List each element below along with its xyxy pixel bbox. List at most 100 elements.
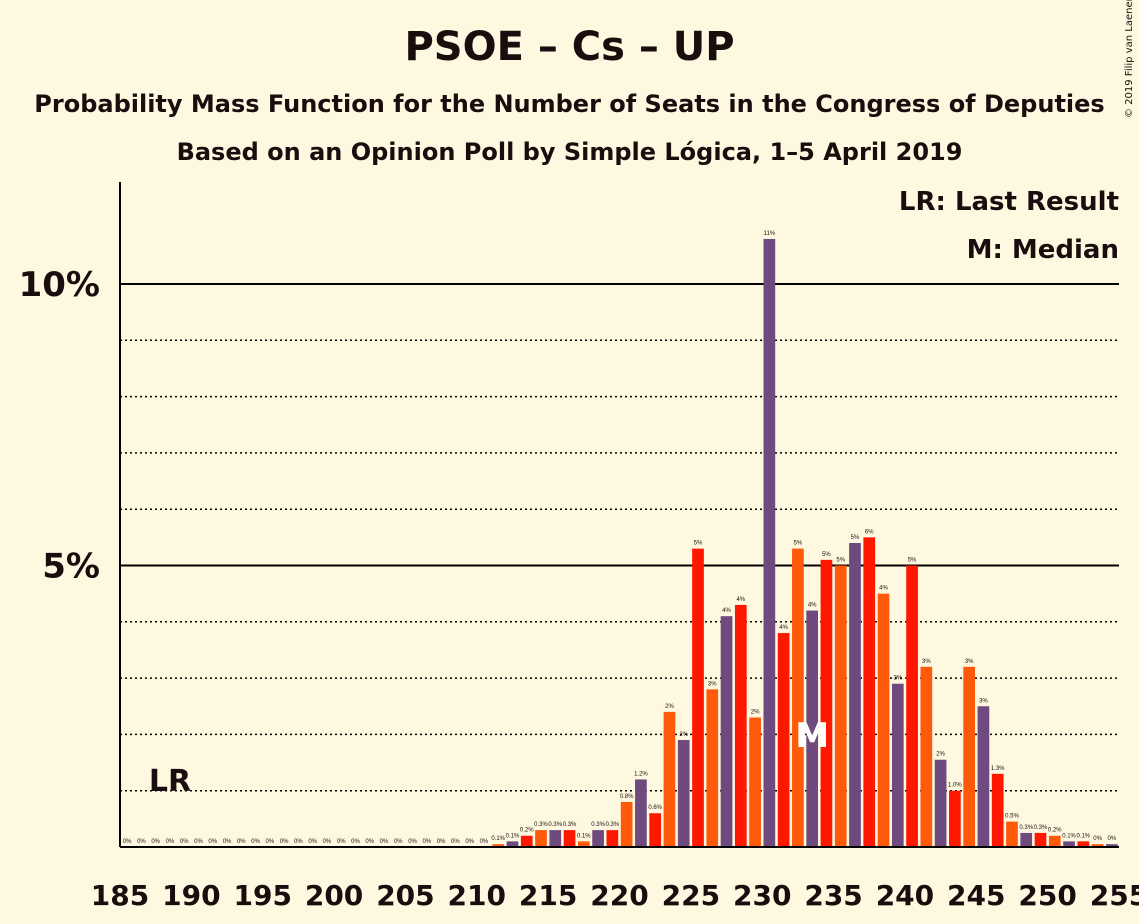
bar-216	[563, 830, 576, 847]
bar-label-221: 1.2%	[634, 771, 648, 777]
bar-label-211: 0.1%	[491, 836, 505, 842]
bar-label-235: 5%	[836, 558, 845, 564]
bar-label-229: 2%	[751, 710, 760, 716]
bar-238	[877, 593, 890, 847]
bar-label-224: 2%	[679, 732, 688, 738]
bar-222	[649, 813, 662, 847]
bar-label-185: 0%	[123, 839, 132, 845]
x-tick-label: 255	[1090, 879, 1139, 912]
bar-231	[777, 633, 790, 847]
bar-label-237: 6%	[865, 529, 874, 535]
bar-label-188: 0%	[166, 839, 175, 845]
x-tick-label: 200	[305, 879, 363, 912]
bar-label-197: 0%	[294, 839, 303, 845]
bar-label-195: 0%	[266, 839, 275, 845]
bar-label-236: 5%	[851, 535, 860, 541]
x-tick-label: 220	[590, 879, 648, 912]
bar-label-228: 4%	[736, 597, 745, 603]
bar-label-213: 0.2%	[520, 828, 534, 834]
bar-label-193: 0%	[237, 839, 246, 845]
x-tick-label: 205	[376, 879, 434, 912]
gridlines	[120, 283, 1119, 792]
bar-223	[663, 711, 676, 847]
bar-label-241: 3%	[922, 659, 931, 665]
axes	[119, 182, 1119, 848]
bar-224	[677, 740, 690, 847]
tick-labels: 185 190 195 200 205 210 215 220 225 230 235 240 245 2…	[19, 265, 1139, 912]
bar-label-201: 0%	[351, 839, 360, 845]
bar-234	[820, 559, 833, 847]
bar-label-215: 0.3%	[548, 822, 562, 828]
bar-label-219: 0.3%	[606, 822, 620, 828]
bar-label-192: 0%	[223, 839, 232, 845]
bar-252	[1077, 841, 1090, 847]
bar-label-244: 3%	[965, 659, 974, 665]
bar-213	[520, 835, 533, 847]
bar-label-245: 3%	[979, 698, 988, 704]
bar-243	[949, 790, 961, 847]
bar-label-225: 5%	[694, 541, 703, 547]
bar-label-223: 2%	[665, 704, 674, 710]
bar-225	[692, 548, 704, 847]
bar-label-198: 0%	[308, 839, 317, 845]
bar-label-252: 0.1%	[1076, 833, 1090, 839]
bar-label-205: 0%	[408, 839, 417, 845]
bar-label-249: 0.3%	[1034, 825, 1048, 831]
bar-244	[963, 666, 976, 847]
bar-label-220: 0.8%	[620, 794, 634, 800]
bar-212	[506, 841, 519, 847]
bar-label-202: 0%	[365, 839, 374, 845]
bar-label-199: 0%	[323, 839, 332, 845]
x-tick-label: 210	[448, 879, 506, 912]
bar-label-232: 5%	[794, 541, 803, 547]
bar-label-200: 0%	[337, 839, 346, 845]
bar-239	[891, 683, 904, 847]
bar-label-214: 0.3%	[534, 822, 548, 828]
bar-label-204: 0%	[394, 839, 403, 845]
bar-254	[1106, 844, 1118, 847]
bar-247	[1006, 821, 1018, 847]
bar-label-240: 5%	[908, 558, 917, 564]
bar-214	[535, 830, 547, 847]
bar-label-208: 0%	[451, 839, 460, 845]
x-tick-label: 230	[733, 879, 791, 912]
bar-219	[606, 830, 619, 847]
bar-label-194: 0%	[251, 839, 260, 845]
bar-250	[1048, 835, 1061, 847]
bar-label-209: 0%	[465, 839, 474, 845]
bar-label-233: 4%	[808, 603, 817, 609]
bar-label-250: 0.2%	[1048, 828, 1062, 834]
bar-label-196: 0%	[280, 839, 289, 845]
bar-label-248: 0.3%	[1019, 825, 1033, 831]
bar-235	[834, 565, 847, 847]
bar-label-187: 0%	[151, 839, 160, 845]
bar-232	[792, 548, 804, 847]
bar-label-217: 0.1%	[577, 833, 591, 839]
bar-label-226: 3%	[708, 681, 717, 687]
bar-242	[934, 759, 947, 847]
annotations: LR M LR: Last Result M: Median	[149, 187, 1119, 799]
bar-215	[549, 830, 562, 847]
bar-251	[1063, 841, 1075, 847]
bar-236	[849, 542, 861, 847]
bar-233	[806, 610, 819, 847]
bar-label-253: 0%	[1093, 836, 1102, 842]
bar-label-190: 0%	[194, 839, 203, 845]
bar-253	[1091, 844, 1104, 847]
bar-label-222: 0.6%	[648, 805, 662, 811]
bar-label-243: 1.0%	[948, 783, 962, 789]
bar-226	[706, 689, 719, 847]
bar-label-203: 0%	[380, 839, 389, 845]
median-marker: M	[795, 716, 829, 756]
bar-label-234: 5%	[822, 552, 831, 558]
bar-label-254: 0%	[1108, 836, 1117, 842]
bar-211	[492, 844, 505, 847]
bar-245	[977, 706, 990, 847]
bar-label-206: 0%	[422, 839, 431, 845]
bar-228	[734, 604, 747, 847]
bar-227	[720, 616, 733, 847]
bar-label-239: 3%	[893, 676, 902, 682]
bars	[492, 238, 1118, 847]
chart-subtitle: Probability Mass Function for the Number…	[34, 90, 1105, 118]
